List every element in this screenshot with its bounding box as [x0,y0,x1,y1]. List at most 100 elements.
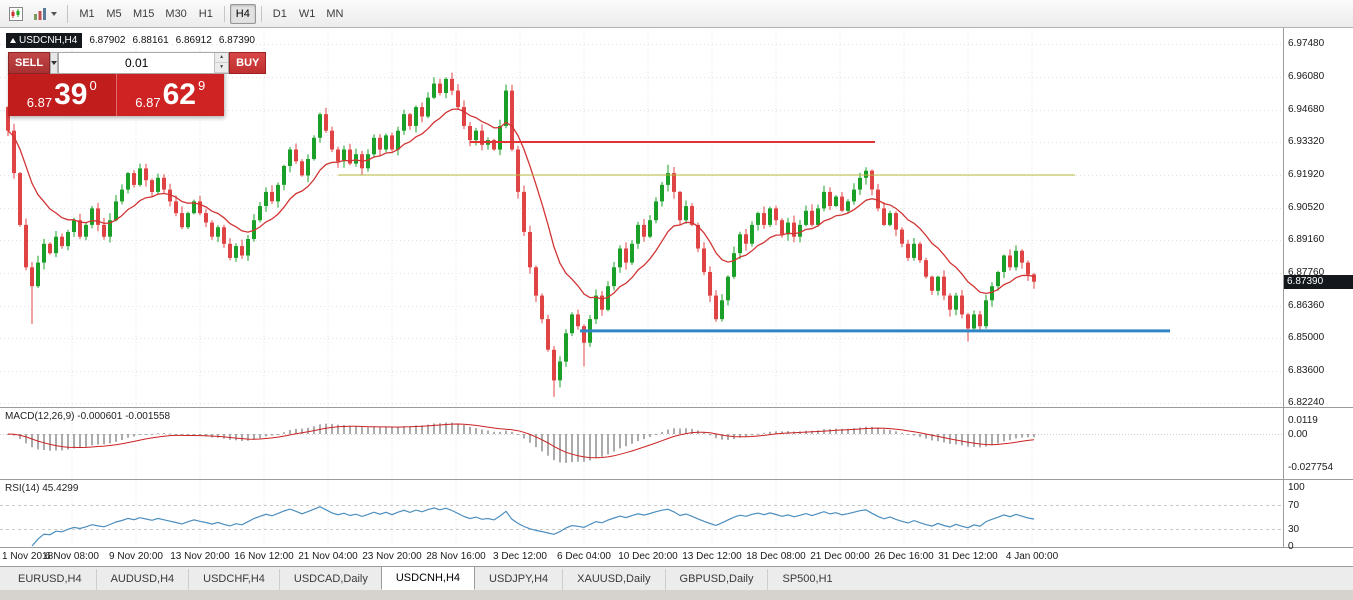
sell-price-prefix: 6.87 [26,95,53,110]
rsi-axis-label: 100 [1288,482,1305,493]
time-axis-label: 31 Dec 12:00 [938,551,998,562]
ohlc-open: 6.87902 [89,35,126,46]
buy-button[interactable]: BUY [229,52,267,74]
price-axis-label: 6.86360 [1288,300,1325,311]
volume-increase-button[interactable]: ▲ [215,53,229,63]
chart-header: USDCNH,H4 6.87902 6.88161 6.86912 6.8739… [6,33,255,48]
timeframe-toolbar: M1 M5 M15 M30 H1 H4 D1 W1 MN [74,3,348,24]
timeframe-button-m15[interactable]: M15 [128,4,159,24]
price-axis-label: 6.96080 [1288,71,1325,82]
chart-tab-eurusd-h4[interactable]: EURUSD,H4 [18,573,82,585]
order-options-button[interactable] [50,52,59,74]
toolbar-separator [260,5,262,22]
time-axis-label: 4 Jan 00:00 [1005,551,1059,562]
price-axis-label: 6.91920 [1288,169,1325,180]
timeframe-button-m1[interactable]: M1 [74,4,100,24]
price-axis-label: 6.85000 [1288,332,1325,343]
volume-input[interactable] [59,53,215,73]
time-axis-label: 26 Dec 16:00 [874,551,934,562]
rsi-axis-label: 30 [1288,524,1300,535]
time-axis-label: 6 Dec 04:00 [557,551,611,562]
macd-axis-label: 0.00 [1288,429,1308,440]
buy-price-display[interactable]: 6.87 62 9 [116,74,224,116]
timeframe-button-m5[interactable]: M5 [101,4,127,24]
time-axis-label: 3 Dec 12:00 [493,551,547,562]
toolbar-separator [67,4,68,23]
ohlc-high: 6.88161 [132,35,169,46]
time-axis-label: 21 Dec 00:00 [810,551,870,562]
time-axis-label: 23 Nov 20:00 [362,551,422,562]
sell-price-pip: 0 [89,78,97,93]
chart-style-dropdown-button[interactable] [28,3,61,25]
timeframe-button-d1[interactable]: D1 [267,4,293,24]
volume-decrease-button[interactable]: ▼ [215,63,229,73]
chart-tabs: EURUSD,H4 AUDUSD,H4 USDCHF,H4 USDCAD,Daily U… [0,566,847,590]
price-axis-label: 6.97480 [1288,38,1325,49]
bottom-strip [0,590,1353,600]
rsi-axis-label: 70 [1288,500,1300,511]
chart-tab-sp500-h1[interactable]: SP500,H1 [767,569,846,590]
trade-prices-row: 6.87 39 0 6.87 62 9 [8,74,224,116]
ohlc-close: 6.87390 [218,35,255,46]
time-axis-label: 9 Nov 20:00 [109,551,163,562]
price-axis-label: 6.94680 [1288,104,1325,115]
chart-tab-xauusd-daily[interactable]: XAUUSD,Daily [562,569,664,590]
price-axis-label: 6.83600 [1288,365,1325,376]
chart-tab-usdcad-daily[interactable]: USDCAD,Daily [278,569,382,590]
macd-axis-label: -0.027754 [1288,462,1334,473]
one-click-trading-panel: SELL ▲ ▼ BUY 6.87 39 0 6.87 62 [8,52,267,116]
chart-window-icon[interactable] [4,3,28,25]
candlestick-chart-icon [9,6,23,21]
price-axis-label: 6.90520 [1288,202,1325,213]
price-axis-label: 6.82240 [1288,397,1325,408]
time-axis-label: 16 Nov 12:00 [234,551,294,562]
buy-price-big: 62 [162,78,196,111]
sell-price-display[interactable]: 6.87 39 0 [8,74,117,116]
ohlc-values: 6.87902 6.88161 6.86912 6.87390 [89,35,255,46]
time-axis-label: 13 Nov 20:00 [170,551,230,562]
time-axis-label: 13 Dec 12:00 [682,551,742,562]
macd-axis-label: 0.0119 [1288,415,1318,426]
current-price-badge: 6.87390 [1284,275,1353,289]
trade-controls-row: SELL ▲ ▼ BUY [8,52,267,74]
timeframe-button-m30[interactable]: M30 [160,4,191,24]
toolbar-separator [223,5,225,22]
symbol-title: USDCNH,H4 [19,35,78,46]
sell-button[interactable]: SELL [8,52,51,74]
ohlc-low: 6.86912 [175,35,212,46]
rsi-label: RSI(14) 45.4299 [5,483,79,494]
time-axis-label: 1 Nov 2018 [2,551,54,562]
caret-down-icon [51,61,58,65]
chart-tab-usdchf-h4[interactable]: USDCHF,H4 [188,569,279,590]
symbol-marker-icon [10,38,16,43]
timeframe-button-h4[interactable]: H4 [229,3,256,24]
dropdown-caret-icon [51,11,57,16]
chart-tab-audusd-h4[interactable]: AUDUSD,H4 [95,569,189,590]
time-axis-label: 28 Nov 16:00 [426,551,486,562]
toolbar: M1 M5 M15 M30 H1 H4 D1 W1 MN [0,0,1353,28]
time-axis-label: 10 Dec 20:00 [618,551,678,562]
time-axis-label: 18 Dec 08:00 [746,551,806,562]
timeframe-button-mn[interactable]: MN [321,4,348,24]
price-axis-label: 6.93320 [1288,136,1325,147]
volume-box: ▲ ▼ [58,52,230,74]
timeframe-button-h1[interactable]: H1 [193,4,219,24]
buy-price-pip: 9 [197,78,206,93]
macd-label: MACD(12,26,9) -0.000601 -0.001558 [5,411,171,422]
symbol-chip: USDCNH,H4 [6,33,83,48]
chart-tab-gbpusd-daily[interactable]: GBPUSD,Daily [664,569,768,590]
time-axis: 1 Nov 2018 6 Nov 08:00 9 Nov 20:00 13 Nov 2… [0,548,1283,566]
sell-price-big: 39 [54,78,88,111]
chart-style-icon [34,7,46,20]
volume-spinner: ▲ ▼ [214,53,229,73]
buy-price-prefix: 6.87 [135,95,161,110]
chart-tab-usdjpy-h4[interactable]: USDJPY,H4 [474,569,562,590]
rsi-axis-label: 0 [1288,541,1294,552]
time-axis-label: 21 Nov 04:00 [298,551,358,562]
time-axis-label: 6 Nov 08:00 [45,551,99,562]
price-axis-label: 6.87760 [1288,267,1325,278]
timeframe-button-w1[interactable]: W1 [294,4,321,24]
chart-tab-usdcnh-h4[interactable]: USDCNH,H4 [380,566,476,590]
price-axis-label: 6.89160 [1288,234,1325,245]
